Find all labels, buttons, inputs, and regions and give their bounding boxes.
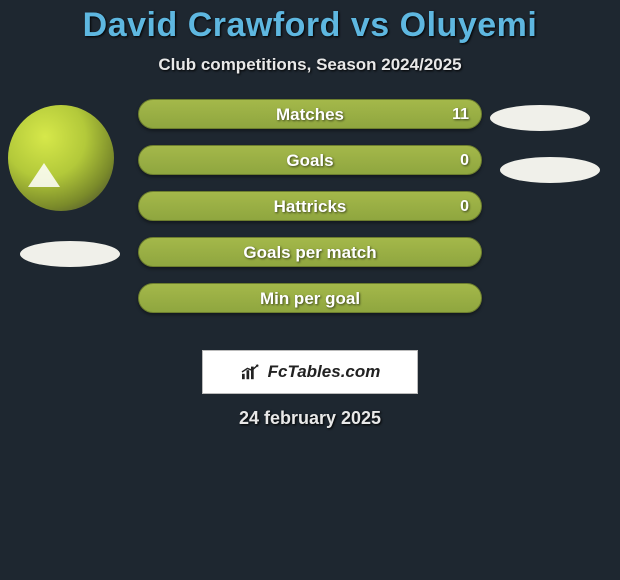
title-player2: Oluyemi [400, 6, 538, 44]
stat-label: Hattricks [274, 197, 347, 216]
stat-bar-mpg: Min per goal [138, 283, 482, 313]
page-title: David Crawford vs Oluyemi [0, 0, 620, 45]
stat-label: Matches [276, 105, 344, 124]
watermark: FcTables.com [202, 350, 418, 394]
player2-stat-pill-2 [500, 157, 600, 183]
title-player1: David Crawford [83, 6, 341, 44]
stat-bar-goals: Goals 0 [138, 145, 482, 175]
stat-bar-gpm: Goals per match [138, 237, 482, 267]
date-caption: 24 february 2025 [0, 408, 620, 429]
stat-bars: Matches 11 Goals 0 Hattricks 0 Goals per… [138, 99, 482, 329]
stat-label: Goals [286, 151, 333, 170]
comparison-panel: Matches 11 Goals 0 Hattricks 0 Goals per… [0, 105, 620, 355]
stat-value: 11 [452, 100, 469, 130]
title-vs: vs [351, 6, 390, 44]
stat-value: 0 [460, 192, 469, 222]
stat-value: 0 [460, 146, 469, 176]
stat-bar-matches: Matches 11 [138, 99, 482, 129]
stat-label: Goals per match [243, 243, 376, 262]
chart-icon [240, 363, 262, 381]
player2-stat-pill-1 [490, 105, 590, 131]
stat-label: Min per goal [260, 289, 360, 308]
stat-bar-hattricks: Hattricks 0 [138, 191, 482, 221]
subtitle: Club competitions, Season 2024/2025 [0, 55, 620, 75]
player1-avatar [8, 105, 114, 211]
watermark-text: FcTables.com [268, 362, 381, 382]
player1-name-pill [20, 241, 120, 267]
